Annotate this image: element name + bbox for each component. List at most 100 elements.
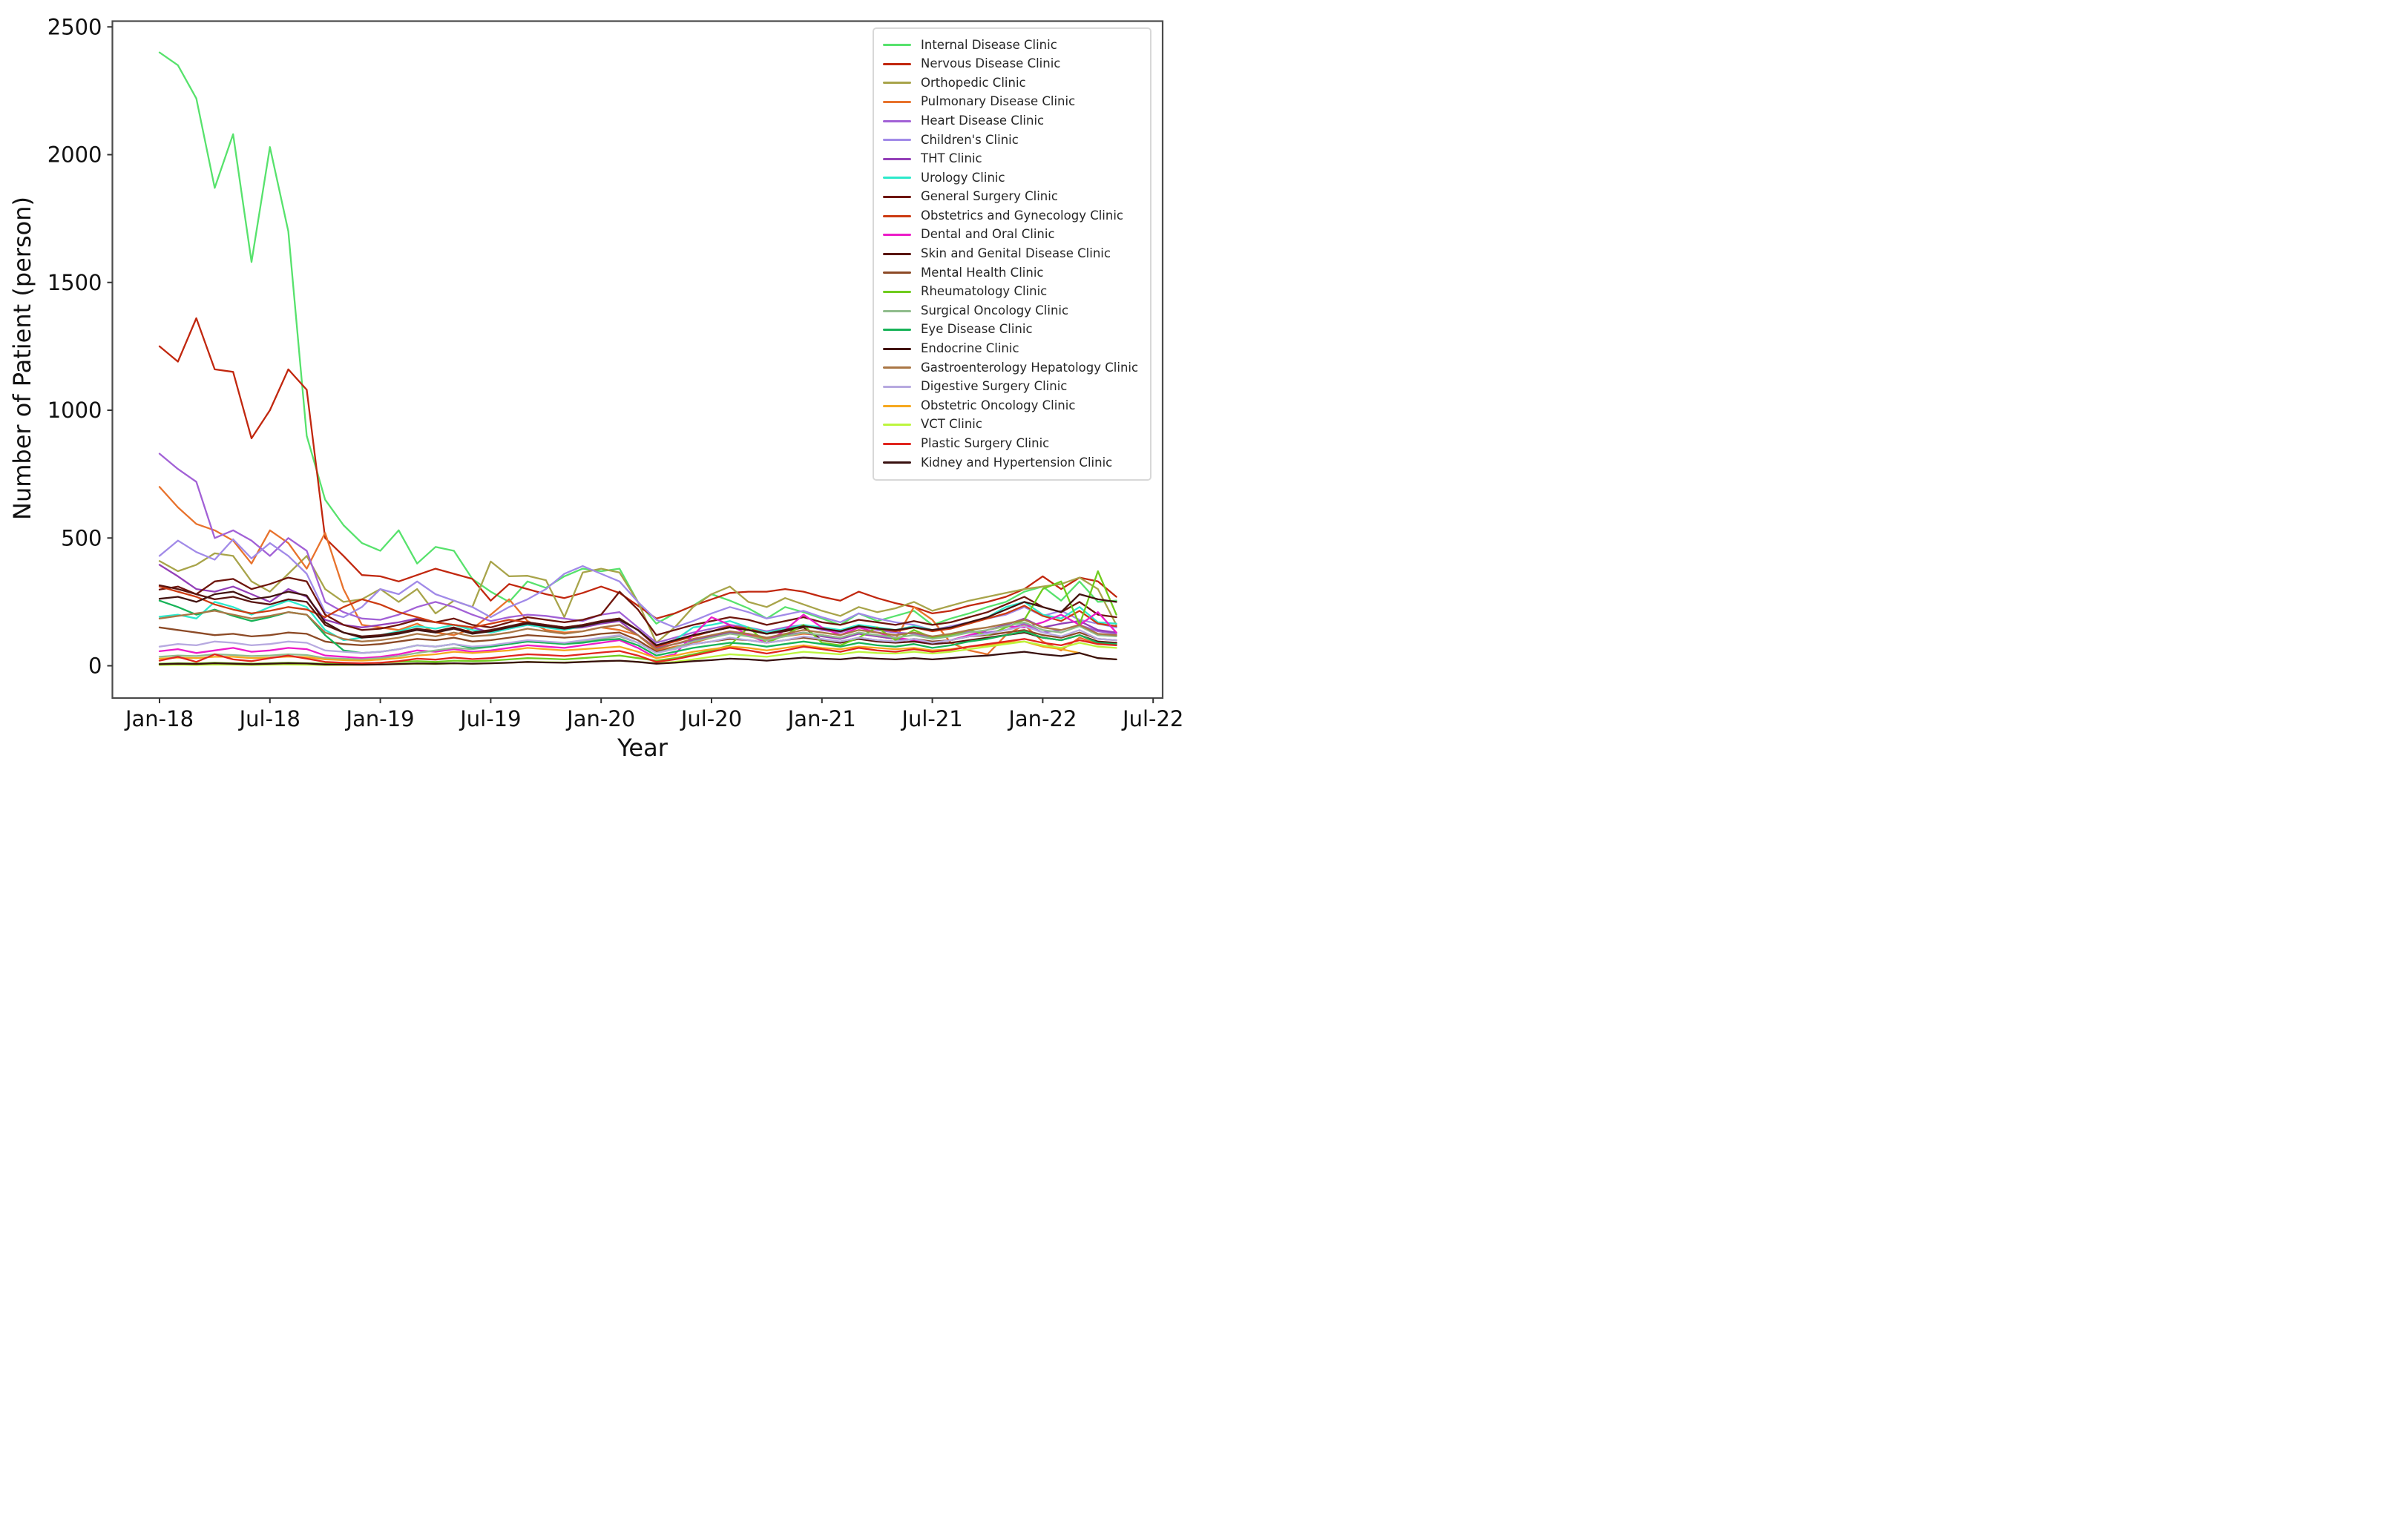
x-axis-label: Year — [617, 734, 668, 762]
legend-item: Endocrine Clinic — [883, 340, 1143, 359]
legend-swatch-line-icon — [883, 177, 911, 180]
legend-item: Rheumatology Clinic — [883, 283, 1143, 302]
legend-item: Eye Disease Clinic — [883, 320, 1143, 340]
legend-item: Gastroenterology Hepatology Clinic — [883, 358, 1143, 378]
legend-swatch-line-icon — [883, 309, 911, 312]
legend-item: Plastic Surgery Clinic — [883, 434, 1143, 453]
legend-swatch-line-icon — [883, 404, 911, 407]
legend-item-label: Skin and Genital Disease Clinic — [921, 246, 1111, 261]
legend-item-label: General Surgery Clinic — [921, 189, 1058, 204]
legend-item-label: Heart Disease Clinic — [921, 113, 1045, 128]
series-line-rheumatology-clinic — [158, 570, 1117, 665]
legend-swatch-line-icon — [883, 461, 911, 464]
legend-swatch-line-icon — [883, 272, 911, 274]
series-line-kidney-and-hypertension-clinic — [158, 651, 1117, 666]
y-tick-label: 500 — [61, 525, 102, 550]
series-line-endocrine-clinic — [158, 590, 1117, 647]
legend-swatch-line-icon — [883, 196, 911, 199]
legend-item-label: Mental Health Clinic — [921, 265, 1044, 280]
x-tick-label: Jul-19 — [459, 706, 521, 731]
patient-count-line-chart: 0 500 1000 1500 2000 2500 Jan-18 Jul-18 Jan-19 Ju… — [0, 0, 1198, 770]
legend-item: Children's Clinic — [883, 131, 1143, 150]
legend-item-label: Endocrine Clinic — [921, 341, 1019, 356]
legend-item-label: Digestive Surgery Clinic — [921, 379, 1068, 394]
legend-swatch-line-icon — [883, 347, 911, 350]
x-tick-label: Jan-22 — [1007, 706, 1077, 731]
legend-item-label: Plastic Surgery Clinic — [921, 436, 1050, 451]
legend-swatch-line-icon — [883, 366, 911, 369]
legend-item: THT Clinic — [883, 150, 1143, 169]
x-tick-label: Jan-20 — [565, 706, 635, 731]
x-tick-label: Jul-21 — [900, 706, 962, 731]
series-line-gastroenterology-hepatology-clinic — [158, 610, 1117, 651]
legend-swatch-line-icon — [883, 442, 911, 445]
plot-border — [111, 20, 1164, 700]
legend-swatch-line-icon — [883, 385, 911, 388]
y-tick-label: 1500 — [47, 270, 102, 295]
series-line-general-surgery-clinic — [158, 576, 1117, 636]
legend-swatch-line-icon — [883, 44, 911, 47]
legend-item: Urology Clinic — [883, 168, 1143, 188]
legend-item-label: Dental and Oral Clinic — [921, 227, 1055, 242]
legend-item: Surgical Oncology Clinic — [883, 301, 1143, 320]
x-tick-label: Jan-21 — [786, 706, 856, 731]
legend-item-label: VCT Clinic — [921, 417, 982, 432]
chart-svg: 0 500 1000 1500 2000 2500 Jan-18 Jul-18 Jan-19 Ju… — [47, 14, 1184, 731]
x-tick-label: Jul-20 — [680, 706, 742, 731]
legend-item: Dental and Oral Clinic — [883, 226, 1143, 245]
legend-item-label: Gastroenterology Hepatology Clinic — [921, 360, 1139, 375]
legend-item-label: Kidney and Hypertension Clinic — [921, 455, 1113, 470]
y-tick-label: 2000 — [47, 142, 102, 168]
legend-swatch-line-icon — [883, 157, 911, 160]
legend-item: Internal Disease Clinic — [883, 36, 1143, 55]
legend-swatch-line-icon — [883, 234, 911, 237]
legend-item: Digestive Surgery Clinic — [883, 378, 1143, 397]
series-line-digestive-surgery-clinic — [158, 625, 1117, 654]
legend-swatch-line-icon — [883, 62, 911, 65]
legend-item-label: Obstetric Oncology Clinic — [921, 398, 1076, 412]
legend-item: Obstetrics and Gynecology Clinic — [883, 206, 1143, 226]
legend-item: Obstetric Oncology Clinic — [883, 396, 1143, 415]
legend-swatch-line-icon — [883, 214, 911, 217]
y-tick-label: 1000 — [47, 398, 102, 423]
legend-swatch-line-icon — [883, 119, 911, 122]
y-tick-label: 0 — [88, 654, 102, 679]
legend-item-label: Obstetrics and Gynecology Clinic — [921, 208, 1124, 223]
legend-swatch-line-icon — [883, 139, 911, 142]
legend-swatch-line-icon — [883, 291, 911, 294]
x-tick-label: Jan-18 — [124, 706, 194, 731]
legend-item-label: Pulmonary Disease Clinic — [921, 94, 1076, 109]
legend-swatch-line-icon — [883, 424, 911, 427]
legend-swatch-line-icon — [883, 82, 911, 85]
legend-item: General Surgery Clinic — [883, 188, 1143, 207]
legend-item-label: Orthopedic Clinic — [921, 75, 1026, 90]
legend-item-label: Urology Clinic — [921, 170, 1005, 185]
legend-item: Nervous Disease Clinic — [883, 55, 1143, 74]
legend-swatch-line-icon — [883, 101, 911, 104]
legend-item-label: Nervous Disease Clinic — [921, 56, 1061, 71]
legend-item: Heart Disease Clinic — [883, 111, 1143, 131]
legend-item: Pulmonary Disease Clinic — [883, 93, 1143, 112]
legend-swatch-line-icon — [883, 252, 911, 255]
legend: Internal Disease Clinic Nervous Disease … — [873, 27, 1151, 481]
legend-item: VCT Clinic — [883, 415, 1143, 435]
legend-item-label: Surgical Oncology Clinic — [921, 303, 1069, 317]
legend-item-label: Eye Disease Clinic — [921, 322, 1033, 337]
x-tick-label: Jul-18 — [238, 706, 300, 731]
legend-item-label: Internal Disease Clinic — [921, 37, 1057, 52]
legend-item-label: THT Clinic — [921, 151, 982, 166]
y-tick-label: 2500 — [47, 14, 102, 39]
series-line-plastic-surgery-clinic — [158, 638, 1117, 665]
series-line-nervous-disease-clinic — [158, 317, 1117, 619]
legend-item-label: Children's Clinic — [921, 132, 1019, 147]
legend-item: Kidney and Hypertension Clinic — [883, 453, 1143, 473]
series-line-eye-disease-clinic — [158, 599, 1117, 657]
legend-swatch-line-icon — [883, 329, 911, 332]
legend-item-label: Rheumatology Clinic — [921, 284, 1048, 299]
x-tick-label: Jan-19 — [345, 706, 415, 731]
legend-item: Mental Health Clinic — [883, 263, 1143, 283]
legend-item: Orthopedic Clinic — [883, 73, 1143, 93]
legend-item: Skin and Genital Disease Clinic — [883, 245, 1143, 264]
x-tick-label: Jul-22 — [1121, 706, 1183, 731]
y-axis-label: Number of Patient (person) — [8, 197, 36, 520]
